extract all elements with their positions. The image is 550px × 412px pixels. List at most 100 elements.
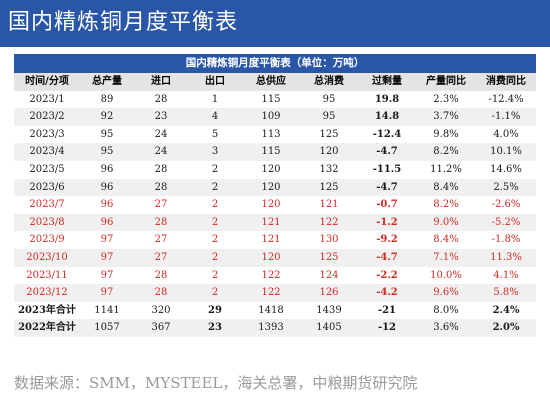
period-cell: 2023/6 (14, 178, 80, 197)
column-header: 总产量 (80, 73, 134, 91)
value-cell: 1405 (300, 319, 358, 337)
value-cell: 1141 (80, 301, 134, 320)
value-cell: 95 (80, 143, 134, 161)
column-header: 产量同比 (416, 73, 476, 91)
value-cell: -1.2 (358, 213, 416, 232)
value-cell: 2.5% (476, 178, 537, 197)
value-cell: -12 (358, 319, 416, 337)
value-cell: -0.7 (358, 196, 416, 214)
table-row: 2023/10 97 27 2 120 125 -4.7 7.1% 11.3% (14, 248, 537, 267)
value-cell: 24 (134, 143, 188, 161)
period-cell: 2023/8 (14, 213, 80, 232)
value-cell: 115 (242, 90, 300, 109)
value-cell: 28 (134, 178, 188, 197)
value-cell: 320 (134, 301, 188, 320)
value-cell: 121 (242, 231, 300, 249)
table-row: 2023/1 89 28 1 115 95 19.8 2.3% -12.4% (14, 90, 537, 109)
value-cell: 3.6% (416, 319, 476, 337)
value-cell: 2 (188, 248, 242, 267)
value-cell: 8.0% (416, 301, 476, 320)
column-header: 时间/分项 (14, 73, 80, 91)
title-bar: 国内精炼铜月度平衡表 (0, 0, 550, 47)
value-cell: 97 (80, 266, 134, 285)
value-cell: 7.1% (416, 248, 476, 267)
value-cell: 125 (300, 178, 358, 197)
value-cell: 19.8 (358, 90, 416, 109)
period-cell: 2023/10 (14, 248, 80, 267)
value-cell: 2 (188, 178, 242, 197)
value-cell: 1439 (300, 301, 358, 320)
table-row: 2023/5 96 28 2 120 132 -11.5 11.2% 14.6% (14, 160, 537, 179)
value-cell: 14.6% (476, 160, 537, 179)
value-cell: 10.0% (416, 266, 476, 285)
table-row: 2023/12 97 28 2 122 126 -4.2 9.6% 5.8% (14, 284, 537, 302)
value-cell: -4.7 (358, 248, 416, 267)
value-cell: 29 (188, 301, 242, 320)
table-row: 2023/6 96 28 2 120 125 -4.7 8.4% 2.5% (14, 178, 537, 197)
table-header-row: 时间/分项 总产量 进口 出口 总供应 总消费 过剩量 产量同比 消费同比 (14, 73, 537, 91)
value-cell: 1057 (80, 319, 134, 337)
value-cell: 2.3% (416, 90, 476, 109)
value-cell: -12.4% (476, 90, 537, 109)
table-row: 2023/7 96 27 2 120 121 -0.7 8.2% -2.6% (14, 196, 537, 214)
value-cell: 9.0% (416, 213, 476, 232)
value-cell: 4 (188, 108, 242, 126)
value-cell: 3 (188, 143, 242, 161)
column-header: 总消费 (300, 73, 358, 91)
value-cell: 28 (134, 213, 188, 232)
value-cell: 1418 (242, 301, 300, 320)
table-caption-row: 国内精炼铜月度平衡表（单位：万吨） (14, 54, 537, 73)
period-cell: 2023/3 (14, 125, 80, 144)
value-cell: 122 (242, 266, 300, 285)
value-cell: 132 (300, 160, 358, 179)
value-cell: -4.7 (358, 143, 416, 161)
value-cell: 126 (300, 284, 358, 302)
value-cell: 9.6% (416, 284, 476, 302)
value-cell: 120 (242, 248, 300, 267)
value-cell: 121 (242, 213, 300, 232)
value-cell: 125 (300, 125, 358, 144)
value-cell: 24 (134, 125, 188, 144)
column-header: 进口 (134, 73, 188, 91)
value-cell: 27 (134, 231, 188, 249)
value-cell: 5.8% (476, 284, 537, 302)
value-cell: 8.2% (416, 143, 476, 161)
table-row: 2023/11 97 28 2 122 124 -2.2 10.0% 4.1% (14, 266, 537, 285)
value-cell: 8.4% (416, 178, 476, 197)
balance-table-container: 国内精炼铜月度平衡表（单位：万吨） 时间/分项 总产量 进口 出口 总供应 总消费 过剩量产… (14, 54, 537, 358)
column-header: 总供应 (242, 73, 300, 91)
value-cell: 2.4% (476, 301, 537, 320)
value-cell: 120 (242, 178, 300, 197)
value-cell: 122 (242, 284, 300, 302)
value-cell: -21 (358, 301, 416, 320)
value-cell: -2.2 (358, 266, 416, 285)
value-cell: 2 (188, 160, 242, 179)
period-cell: 2023/11 (14, 266, 80, 285)
value-cell: -11.5 (358, 160, 416, 179)
value-cell: -4.7 (358, 178, 416, 197)
table-row: 2023/2 92 23 4 109 95 14.8 3.7% -1.1% (14, 108, 537, 126)
value-cell: -9.2 (358, 231, 416, 249)
value-cell: 115 (242, 143, 300, 161)
value-cell: 4.0% (476, 125, 537, 144)
period-cell: 2023/9 (14, 231, 80, 249)
column-header: 过剩量 (358, 73, 416, 91)
table-body: 2023/1 89 28 1 115 95 19.8 2.3% -12.4% 2023/2 92 23… (14, 90, 537, 337)
value-cell: 95 (300, 108, 358, 126)
value-cell: 113 (242, 125, 300, 144)
table-row: 2023/4 95 24 3 115 120 -4.7 8.2% 10.1% (14, 143, 537, 161)
value-cell: 97 (80, 231, 134, 249)
table-row: 2023/3 95 24 5 113 125 -12.4 9.8% 4.0% (14, 125, 537, 144)
value-cell: 23 (188, 319, 242, 337)
value-cell: 27 (134, 196, 188, 214)
value-cell: 8.4% (416, 231, 476, 249)
value-cell: 96 (80, 178, 134, 197)
value-cell: 97 (80, 284, 134, 302)
value-cell: 2 (188, 196, 242, 214)
value-cell: 121 (300, 196, 358, 214)
value-cell: 97 (80, 248, 134, 267)
balance-table: 国内精炼铜月度平衡表（单位：万吨） 时间/分项 总产量 进口 出口 总供应 总消费 过剩量产… (14, 54, 537, 337)
value-cell: 125 (300, 248, 358, 267)
value-cell: 2 (188, 213, 242, 232)
value-cell: 122 (300, 213, 358, 232)
